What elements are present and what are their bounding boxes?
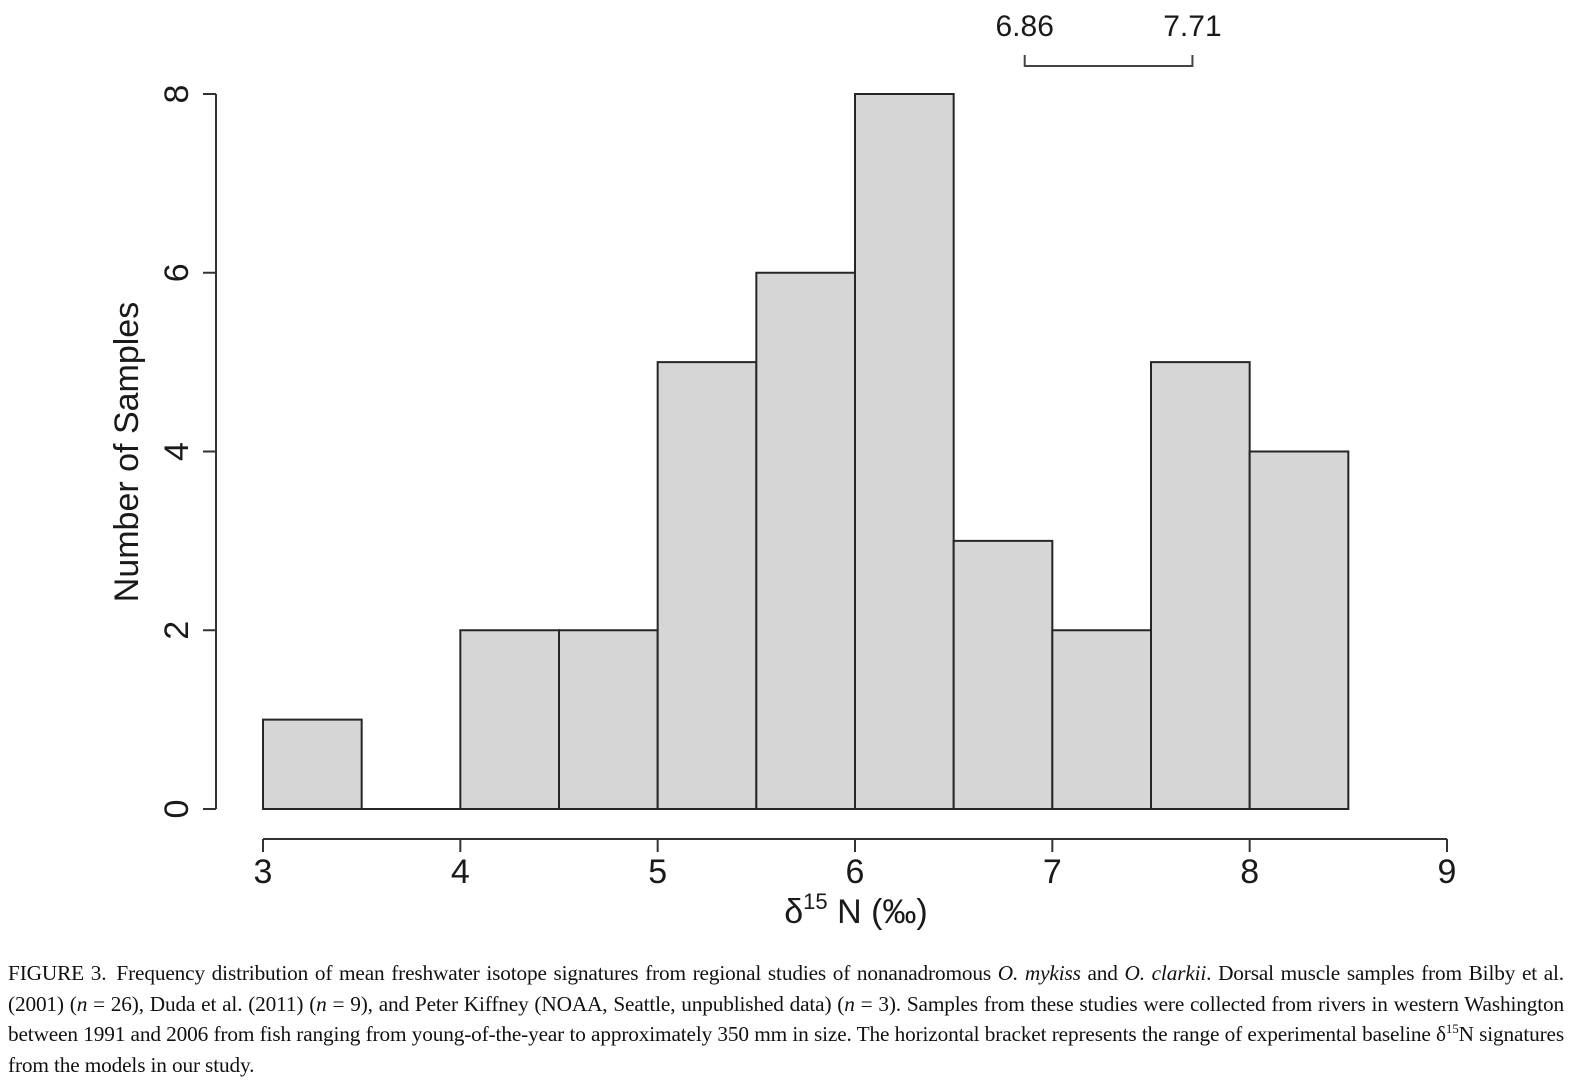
x-axis: 3 4 5 6 7 8 9 <box>254 838 1457 891</box>
y-tick-label: 4 <box>158 442 196 461</box>
x-tick-label: 7 <box>1043 853 1062 891</box>
histogram-bar <box>1248 450 1350 810</box>
x-tick-label: 6 <box>846 853 865 891</box>
x-tick-label: 3 <box>254 853 273 891</box>
caption-italic-text: O. mykiss <box>997 961 1081 985</box>
caption-italic-text: O. clarkii <box>1124 961 1207 985</box>
caption-text-segment: = 26), Duda et al. (2011) ( <box>87 991 317 1016</box>
y-axis-label: Number of Samples <box>108 302 146 602</box>
x-label-delta: δ <box>784 893 803 931</box>
y-tick-label: 8 <box>158 85 196 104</box>
histogram-bar <box>656 361 758 810</box>
baseline-range-bracket: 6.86 7.71 <box>996 10 1222 67</box>
caption-text-segment: = 9), and Peter Kiffney (NOAA, Seattle, … <box>326 991 845 1016</box>
caption-text-segment: . Dorsal muscle samples from Bilby et al… <box>8 961 1564 1016</box>
x-tick-label: 5 <box>648 853 667 891</box>
y-tick-label: 2 <box>158 621 196 640</box>
histogram-bar <box>1051 629 1153 810</box>
y-tick-label: 0 <box>158 800 196 819</box>
bracket-label-max: 7.71 <box>1163 10 1221 43</box>
histogram-bar <box>558 629 659 810</box>
x-tick-label: 8 <box>1240 853 1259 891</box>
caption-italic-text: n <box>76 991 88 1016</box>
bracket-line <box>1023 55 1194 67</box>
caption-text-segment: Frequency distribution of mean freshwate… <box>116 961 998 985</box>
x-tick-label: 9 <box>1438 853 1457 891</box>
caption-text: Frequency distribution of mean freshwate… <box>8 961 1564 1077</box>
histogram-bars <box>262 93 1350 810</box>
y-axis: 0 2 4 6 8 <box>158 85 217 819</box>
histogram-chart: 0 2 4 6 8 3 4 5 6 7 8 9 Number of Samples δ15 N (‰… <box>108 10 1457 931</box>
histogram-bar <box>459 629 561 810</box>
caption-text-segment: and <box>1080 961 1125 985</box>
figure-label: FIGURE 3. <box>8 961 107 985</box>
bracket-label-min: 6.86 <box>996 10 1054 43</box>
caption-superscript: 15 <box>1445 1021 1459 1036</box>
y-tick-label: 6 <box>158 263 196 282</box>
histogram-bar <box>952 539 1054 810</box>
x-axis-label: δ15 N (‰) <box>784 889 928 931</box>
caption-italic-text: n <box>844 991 855 1016</box>
x-tick-label: 4 <box>451 853 470 891</box>
caption-text-segment: N signatures from the models in our stud… <box>8 1022 1564 1077</box>
x-label-unit: N (‰) <box>828 893 928 931</box>
x-label-superscript: 15 <box>803 889 827 914</box>
histogram-bar <box>755 271 856 810</box>
histogram-bar <box>262 718 363 810</box>
caption-text-segment: = 3). Samples from these studies were co… <box>8 991 1564 1047</box>
caption-italic-text: n <box>316 991 327 1016</box>
histogram-bar <box>1150 361 1251 810</box>
figure-caption: FIGURE 3. Frequency distribution of mean … <box>8 958 1564 1080</box>
histogram-bar <box>854 93 955 810</box>
